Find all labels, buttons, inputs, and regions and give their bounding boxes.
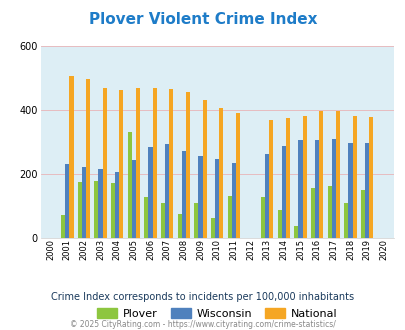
Bar [115,172,119,238]
Bar [160,204,165,238]
Bar [343,203,347,238]
Bar [132,160,136,238]
Bar [318,111,323,238]
Bar [185,92,190,238]
Bar [65,164,69,238]
Text: Crime Index corresponds to incidents per 100,000 inhabitants: Crime Index corresponds to incidents per… [51,292,354,302]
Bar [360,190,364,238]
Bar [148,147,152,238]
Bar [202,100,206,238]
Bar [281,146,285,238]
Bar [314,140,318,238]
Text: Plover Violent Crime Index: Plover Violent Crime Index [89,12,316,26]
Bar [98,169,102,238]
Bar [119,90,123,238]
Bar [231,163,235,238]
Bar [102,88,107,238]
Bar [302,116,306,238]
Text: © 2025 CityRating.com - https://www.cityrating.com/crime-statistics/: © 2025 CityRating.com - https://www.city… [70,320,335,329]
Legend: Plover, Wisconsin, National: Plover, Wisconsin, National [94,304,340,322]
Bar [177,214,181,238]
Bar [86,79,90,238]
Bar [347,143,352,238]
Bar [352,116,356,238]
Bar [69,76,73,238]
Bar [269,120,273,238]
Bar [219,108,223,238]
Bar [260,197,264,238]
Bar [136,88,140,238]
Bar [227,196,231,238]
Bar [169,89,173,238]
Bar [215,159,219,238]
Bar [335,111,339,238]
Bar [264,154,269,238]
Bar [61,215,65,238]
Bar [94,181,98,238]
Bar [235,113,239,238]
Bar [294,226,298,238]
Bar [368,117,373,238]
Bar [331,139,335,238]
Bar [181,151,185,238]
Bar [211,218,215,238]
Bar [310,187,314,238]
Bar [144,197,148,238]
Bar [152,88,156,238]
Bar [165,145,169,238]
Bar [327,186,331,238]
Bar [77,182,82,238]
Bar [127,132,132,238]
Bar [198,156,202,238]
Bar [194,203,198,238]
Bar [82,167,86,238]
Bar [298,140,302,238]
Bar [285,118,290,238]
Bar [364,144,368,238]
Bar [277,211,281,238]
Bar [111,183,115,238]
